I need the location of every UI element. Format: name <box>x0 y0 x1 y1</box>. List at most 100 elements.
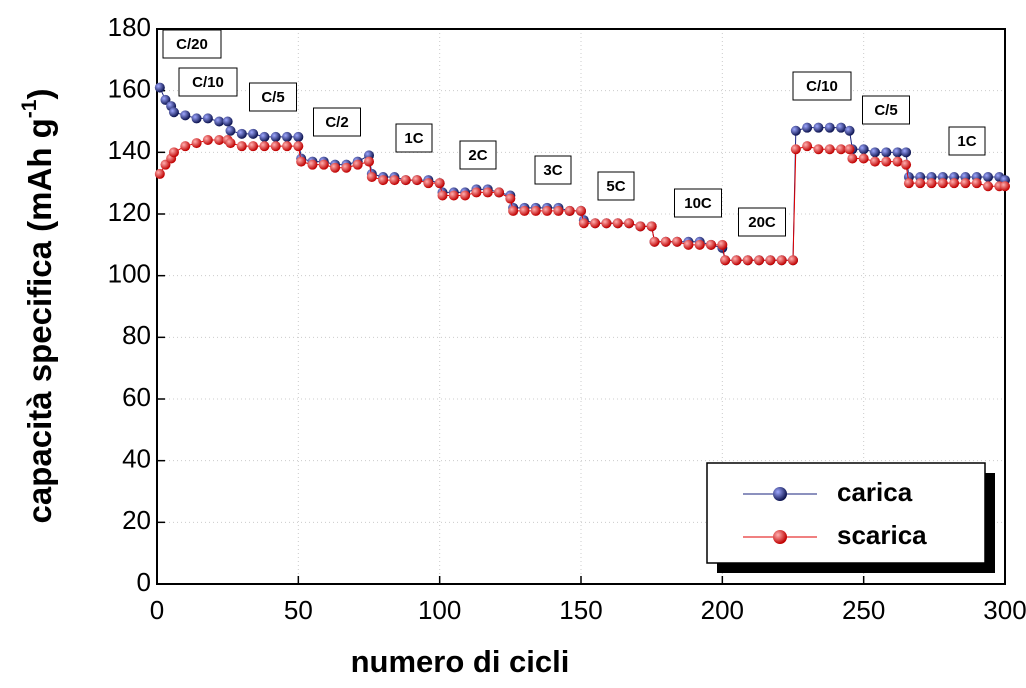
data-point <box>844 144 855 155</box>
annotation: 1C <box>948 126 986 156</box>
annotation: C/10 <box>792 71 852 101</box>
annotation-box <box>249 82 297 112</box>
annotation-label: 5C <box>606 178 625 195</box>
data-point <box>649 236 660 247</box>
x-tick-label: 0 <box>150 595 164 625</box>
y-axis-label-main: capacità specifica (mAh g <box>21 118 58 523</box>
legend-marker <box>773 487 787 501</box>
data-point <box>824 122 835 133</box>
data-point <box>168 147 179 158</box>
y-tick-label: 160 <box>108 74 151 104</box>
data-point <box>423 178 434 189</box>
data-point <box>293 141 304 152</box>
data-point <box>813 144 824 155</box>
annotation: C/5 <box>249 82 297 112</box>
y-tick-label: 140 <box>108 135 151 165</box>
data-point <box>341 162 352 173</box>
data-point <box>378 175 389 186</box>
data-point <box>191 138 202 149</box>
data-point <box>494 187 505 198</box>
plot-frame <box>156 28 1006 585</box>
y-axis-label: capacità specifica (mAh g-1) <box>18 88 58 523</box>
annotation-box <box>534 155 572 185</box>
y-tick-label: 20 <box>122 505 151 535</box>
data-point <box>847 153 858 164</box>
data-point <box>236 128 247 139</box>
data-point <box>400 175 411 186</box>
data-point <box>892 156 903 167</box>
data-point <box>508 205 519 216</box>
data-point <box>293 131 304 142</box>
data-point <box>225 125 236 136</box>
annotation-label: C/5 <box>874 102 897 119</box>
x-tick-label: 100 <box>418 595 461 625</box>
data-point <box>903 178 914 189</box>
data-point <box>364 156 374 167</box>
data-point <box>802 141 813 152</box>
data-point <box>505 193 516 204</box>
data-point <box>542 205 553 216</box>
annotation: 2C <box>459 140 497 170</box>
data-point <box>624 218 635 229</box>
annotation-label: 3C <box>543 162 562 179</box>
data-point <box>881 147 892 158</box>
x-tick-label: 150 <box>559 595 602 625</box>
x-tick-label: 200 <box>701 595 744 625</box>
annotation-box <box>738 207 786 237</box>
legend-box <box>706 462 986 564</box>
annotation-label: 20C <box>748 214 776 231</box>
data-point <box>601 218 612 229</box>
data-point <box>214 135 225 145</box>
data-point <box>590 218 601 229</box>
data-point <box>389 175 400 186</box>
data-point <box>553 205 564 216</box>
data-point <box>482 187 493 198</box>
data-point <box>915 178 926 189</box>
data-point <box>754 255 765 266</box>
data-point <box>960 178 971 189</box>
data-point <box>742 255 753 266</box>
data-point <box>672 236 683 247</box>
data-point <box>448 190 459 201</box>
annotation-label: 1C <box>404 130 423 147</box>
annotation: 3C <box>534 155 572 185</box>
data-point <box>790 125 801 136</box>
data-point <box>259 131 270 142</box>
data-point <box>154 168 165 179</box>
y-tick-label: 180 <box>108 12 151 42</box>
data-point <box>1000 181 1010 192</box>
annotation: C/5 <box>862 95 910 125</box>
annotation-label: 2C <box>468 147 487 164</box>
annotation-box <box>948 126 986 156</box>
data-point <box>881 156 892 167</box>
data-point <box>858 153 869 164</box>
data-point <box>180 141 191 152</box>
data-point <box>222 116 233 127</box>
annotation: C/10 <box>178 67 238 97</box>
y-tick-label: 120 <box>108 197 151 227</box>
data-point <box>706 239 717 250</box>
data-point <box>471 187 482 198</box>
y-tick-label: 0 <box>137 567 151 597</box>
data-point <box>225 138 236 149</box>
data-point <box>646 221 657 232</box>
data-point <box>366 172 377 182</box>
annotation-box <box>162 29 222 59</box>
annotation: 5C <box>597 171 635 201</box>
data-point <box>168 107 179 118</box>
annotation-box <box>178 67 238 97</box>
annotation-box <box>395 123 433 153</box>
data-point <box>460 190 471 201</box>
data-point <box>248 141 259 152</box>
data-point <box>858 144 869 155</box>
data-point <box>576 205 586 216</box>
data-point <box>731 255 742 266</box>
legend-marker <box>773 530 787 544</box>
data-point <box>270 141 281 152</box>
annotation: C/20 <box>162 29 222 59</box>
data-point <box>660 236 671 247</box>
data-point <box>191 113 202 124</box>
data-point <box>635 221 646 232</box>
